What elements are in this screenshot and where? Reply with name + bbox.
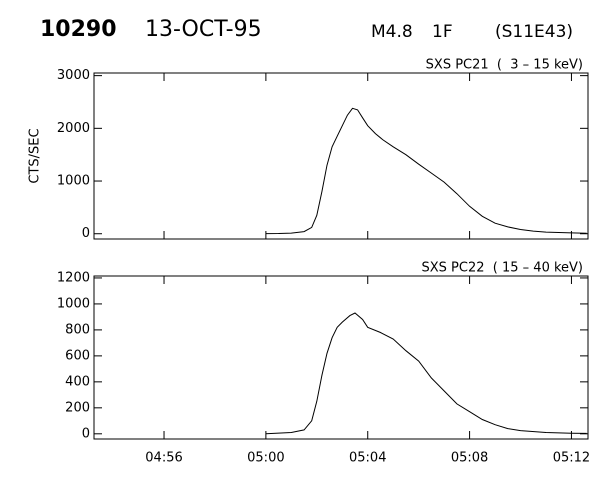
y-tick-label: 1200 xyxy=(57,270,90,285)
y-tick-label: 1000 xyxy=(57,296,90,311)
optical-class: 1F xyxy=(432,22,453,42)
flare-class: M4.8 xyxy=(371,22,413,42)
y-tick-label: 0 xyxy=(82,226,90,241)
event-number: 10290 xyxy=(40,17,117,42)
y-axis-label: CTS/SEC xyxy=(28,128,43,183)
y-tick-label: 800 xyxy=(65,322,90,337)
y-tick-label: 400 xyxy=(65,374,90,389)
y-tick-label: 200 xyxy=(65,400,90,415)
y-tick-label: 0 xyxy=(82,426,90,441)
plot-frame xyxy=(93,275,589,440)
data-line xyxy=(265,107,587,235)
panel-label: SXS PC22 ( 15 – 40 keV) xyxy=(422,261,583,276)
event-date: 13-OCT-95 xyxy=(145,17,262,42)
y-tick-label: 1000 xyxy=(57,174,90,189)
x-tick-label: 05:04 xyxy=(349,451,386,466)
location: (S11E43) xyxy=(495,22,573,42)
y-tick-label: 2000 xyxy=(57,121,90,136)
y-tick-label: 3000 xyxy=(57,68,90,83)
x-tick-label: 05:12 xyxy=(553,451,590,466)
x-tick-label: 04:56 xyxy=(145,451,182,466)
x-tick-label: 05:00 xyxy=(247,451,284,466)
x-tick-label: 05:08 xyxy=(451,451,488,466)
data-line xyxy=(265,312,587,435)
plot-frame xyxy=(93,72,589,240)
panel-label: SXS PC21 ( 3 – 15 keV) xyxy=(426,58,583,73)
y-tick-label: 600 xyxy=(65,348,90,363)
